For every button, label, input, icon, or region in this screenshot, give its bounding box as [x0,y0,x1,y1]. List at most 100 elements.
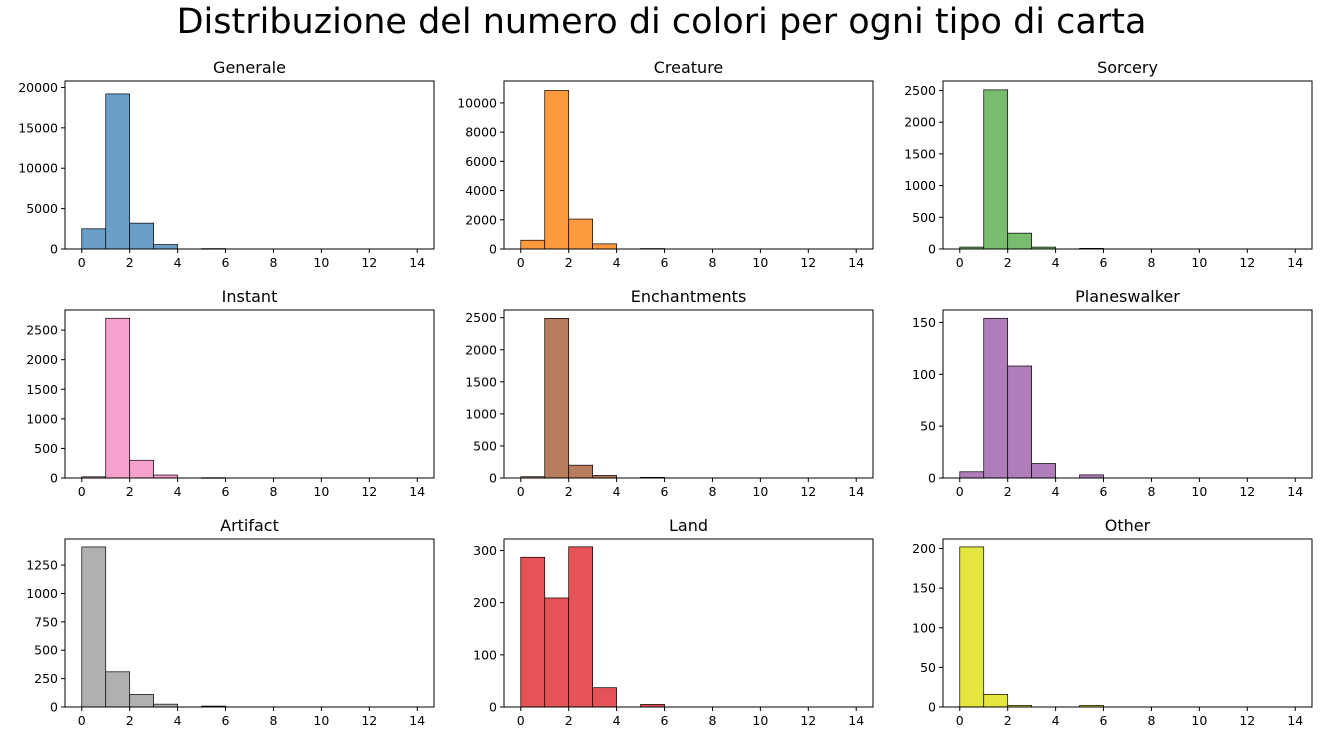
y-tick-label: 300 [473,543,497,558]
panel-title: Generale [213,58,286,77]
y-tick-label: 0 [489,242,497,257]
x-tick-label: 14 [848,484,864,499]
panel-title: Planeswalker [1075,287,1180,306]
x-tick-label: 6 [1100,713,1108,728]
x-tick-label: 14 [409,255,425,270]
histogram-panel: Enchantments 0 2 4 6 8 10 12 14 0 500 1000 1500 2000 2… [465,287,874,499]
y-tick-label: 2000 [26,352,58,367]
x-tick-label: 10 [1191,255,1207,270]
x-tick-label: 10 [313,713,329,728]
histogram-panel: Creature 0 2 4 6 8 10 12 14 0 2000 4000 6000 8000 1000… [457,58,874,270]
histogram-bar [544,317,570,479]
x-tick-label: 8 [269,484,277,499]
histogram-bar [129,222,155,250]
x-tick-label: 8 [708,255,716,270]
y-tick-label: 1250 [26,558,58,573]
y-tick-label: 0 [928,471,936,486]
y-tick-label: 50 [920,419,936,434]
x-tick-label: 8 [269,713,277,728]
x-tick-label: 10 [752,484,768,499]
axes-frame [503,538,874,708]
x-tick-label: 6 [661,713,669,728]
axes-frame [503,80,874,250]
x-tick-label: 6 [222,484,230,499]
x-tick-label: 4 [174,713,182,728]
panel-title: Sorcery [1097,58,1158,77]
x-tick-label: 14 [409,484,425,499]
x-tick-label: 6 [661,255,669,270]
y-tick-label: 500 [473,438,497,453]
x-tick-label: 0 [956,484,964,499]
y-tick-label: 150 [912,315,936,330]
y-tick-label: 10000 [457,95,497,110]
x-tick-label: 12 [800,484,816,499]
y-tick-label: 0 [928,700,936,715]
y-tick-label: 2500 [26,323,58,338]
x-tick-label: 0 [78,255,86,270]
x-tick-label: 0 [78,713,86,728]
x-tick-label: 12 [361,255,377,270]
panel-title: Enchantments [631,287,747,306]
x-tick-label: 8 [1147,713,1155,728]
x-tick-label: 14 [848,255,864,270]
y-tick-label: 15000 [18,120,58,135]
x-tick-label: 4 [174,484,182,499]
x-tick-label: 8 [1147,484,1155,499]
y-tick-label: 0 [50,700,58,715]
y-tick-label: 0 [928,242,936,257]
x-tick-label: 8 [269,255,277,270]
axes-frame [64,309,435,479]
y-tick-label: 1000 [26,586,58,601]
x-tick-label: 14 [409,713,425,728]
y-tick-label: 50 [920,660,936,675]
x-tick-label: 2 [565,255,573,270]
histogram-bar [520,556,546,708]
x-tick-label: 6 [222,255,230,270]
y-tick-label: 500 [34,441,58,456]
x-tick-label: 4 [613,713,621,728]
x-tick-label: 10 [752,255,768,270]
histogram-bar [105,671,131,708]
histogram-bar [520,239,546,250]
x-tick-label: 4 [1052,484,1060,499]
x-tick-label: 2 [126,713,134,728]
x-tick-label: 4 [1052,713,1060,728]
panel-title: Artifact [220,516,279,535]
x-tick-label: 10 [1191,713,1207,728]
y-tick-label: 750 [34,614,58,629]
y-tick-label: 5000 [26,201,58,216]
x-tick-label: 10 [752,713,768,728]
x-tick-label: 0 [956,255,964,270]
histogram-bar [81,546,107,708]
x-tick-label: 12 [361,484,377,499]
x-tick-label: 12 [800,713,816,728]
axes-frame [503,309,874,479]
y-tick-label: 1000 [904,178,936,193]
histogram-bar [983,317,1009,479]
y-tick-label: 8000 [465,125,497,140]
x-tick-label: 12 [1239,255,1255,270]
panel-title: Other [1105,516,1151,535]
y-tick-label: 200 [473,595,497,610]
y-tick-label: 0 [489,471,497,486]
histogram-panel: Artifact 0 2 4 6 8 10 12 14 0 250 500 750 1000 1250 [26,516,435,728]
histogram-bar [129,694,155,708]
histogram-bar [1031,463,1056,479]
x-tick-label: 14 [1287,255,1303,270]
y-tick-label: 1000 [26,411,58,426]
x-tick-label: 10 [313,255,329,270]
x-tick-label: 4 [1052,255,1060,270]
x-tick-label: 10 [313,484,329,499]
y-tick-label: 500 [34,643,58,658]
histogram-bar [959,546,985,708]
histogram-bar [1007,365,1033,479]
histogram-panel: Other 0 2 4 6 8 10 12 14 0 50 100 150 200 [912,516,1313,728]
histogram-bar [568,464,594,479]
y-tick-label: 200 [912,541,936,556]
x-tick-label: 2 [1004,484,1012,499]
y-tick-label: 100 [473,647,497,662]
axes-frame [942,538,1313,708]
x-tick-label: 0 [517,255,525,270]
y-tick-label: 1500 [465,374,497,389]
